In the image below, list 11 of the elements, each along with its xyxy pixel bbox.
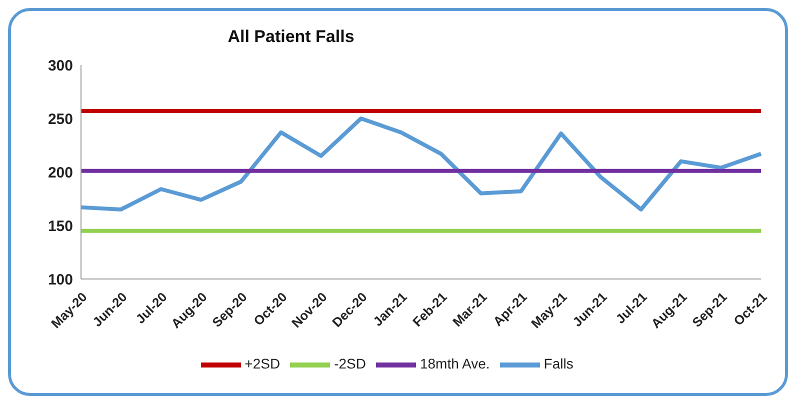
y-tick-label: 200 [48, 164, 73, 182]
legend-label: -2SD [334, 356, 366, 372]
y-tick-label: 300 [48, 57, 73, 74]
legend-label: +2SD [244, 356, 280, 372]
y-tick-label: 150 [48, 218, 73, 235]
line-series [79, 116, 763, 212]
y-tick-label: 250 [48, 110, 73, 128]
legend-label: 18mth Ave. [420, 356, 490, 372]
chart-title: All Patient Falls [226, 27, 356, 47]
legend-label: Falls [544, 356, 574, 372]
y-tick-label: 100 [48, 271, 73, 288]
